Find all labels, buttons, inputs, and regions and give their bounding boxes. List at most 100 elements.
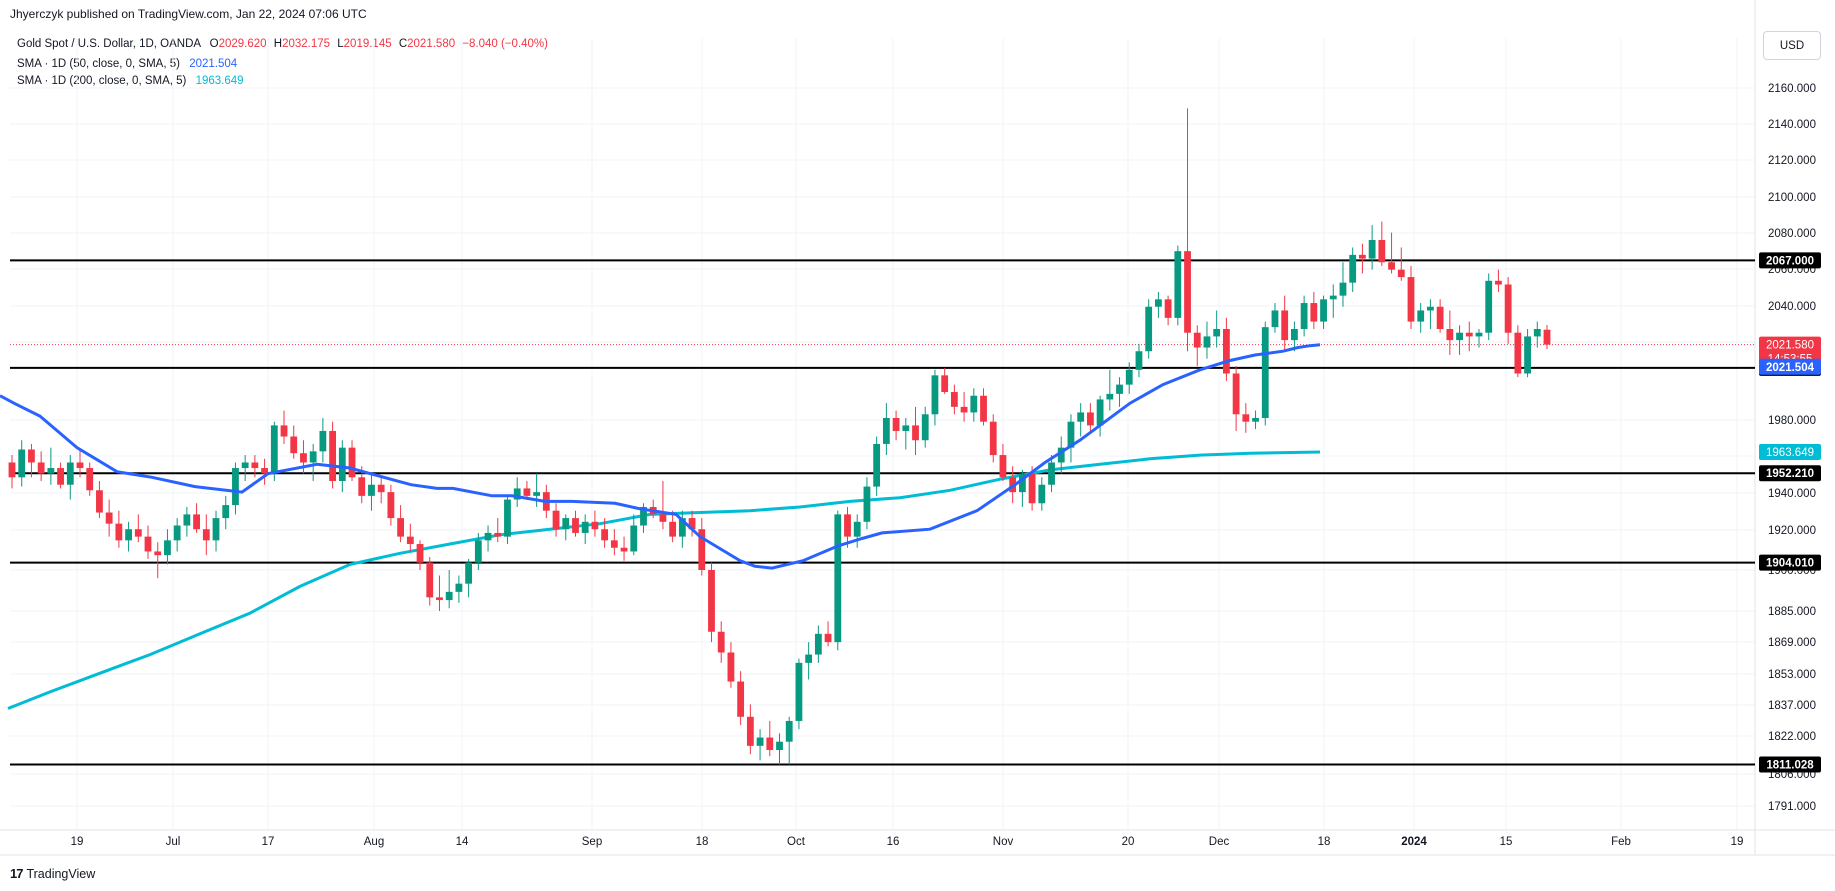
candle-body[interactable] bbox=[805, 654, 813, 663]
candle-body[interactable] bbox=[154, 551, 162, 556]
candle-body[interactable] bbox=[1291, 329, 1298, 341]
candle-body[interactable] bbox=[591, 521, 599, 530]
candle-body[interactable] bbox=[504, 499, 511, 537]
candle-body[interactable] bbox=[1271, 310, 1279, 328]
candle-body[interactable] bbox=[202, 529, 210, 541]
candle-body[interactable] bbox=[290, 436, 298, 454]
candle-body[interactable] bbox=[766, 737, 774, 750]
candle-body[interactable] bbox=[610, 540, 618, 548]
candle-body[interactable] bbox=[1174, 251, 1182, 318]
candle-body[interactable] bbox=[1261, 327, 1269, 418]
candle-body[interactable] bbox=[455, 583, 463, 592]
candle-body[interactable] bbox=[1417, 310, 1425, 322]
candle-body[interactable] bbox=[251, 462, 259, 469]
candle-body[interactable] bbox=[931, 375, 939, 415]
candle-body[interactable] bbox=[1252, 417, 1259, 422]
candle-body[interactable] bbox=[1533, 329, 1541, 337]
candle-body[interactable] bbox=[834, 514, 842, 643]
legend-sma200-row[interactable]: SMA · 1D (200, close, 0, SMA, 5) 1963.64… bbox=[17, 71, 548, 91]
candle-body[interactable] bbox=[193, 514, 200, 530]
candle-body[interactable] bbox=[280, 425, 288, 437]
candle-body[interactable] bbox=[1359, 254, 1366, 259]
candle-body[interactable] bbox=[523, 488, 531, 496]
candle-body[interactable] bbox=[572, 518, 579, 533]
candle-body[interactable] bbox=[620, 547, 628, 552]
candle-body[interactable] bbox=[494, 532, 502, 537]
candle-body[interactable] bbox=[989, 421, 997, 456]
candle-body[interactable] bbox=[1125, 369, 1133, 385]
candle-body[interactable] bbox=[698, 529, 706, 570]
candle-body[interactable] bbox=[1456, 332, 1463, 341]
candle-body[interactable] bbox=[261, 468, 268, 474]
candle-body[interactable] bbox=[1077, 412, 1085, 422]
candle-body[interactable] bbox=[1407, 277, 1415, 322]
candle-body[interactable] bbox=[1116, 384, 1123, 394]
candle-body[interactable] bbox=[1329, 295, 1337, 300]
candle-body[interactable] bbox=[319, 430, 327, 452]
candle-body[interactable] bbox=[1048, 462, 1055, 485]
candle-body[interactable] bbox=[1028, 473, 1036, 504]
candle-body[interactable] bbox=[795, 662, 803, 721]
candle-body[interactable] bbox=[688, 518, 696, 530]
candle-body[interactable] bbox=[756, 737, 764, 746]
candle-body[interactable] bbox=[368, 484, 375, 496]
candle-body[interactable] bbox=[717, 631, 725, 653]
candle-body[interactable] bbox=[1427, 306, 1434, 311]
candle-body[interactable] bbox=[416, 544, 424, 563]
candle-body[interactable] bbox=[882, 417, 890, 444]
candle-body[interactable] bbox=[377, 484, 385, 493]
candle-body[interactable] bbox=[853, 521, 861, 537]
candle-body[interactable] bbox=[824, 633, 832, 643]
candle-body[interactable] bbox=[1203, 336, 1211, 348]
candle-body[interactable] bbox=[134, 529, 142, 537]
candle-body[interactable] bbox=[18, 449, 26, 478]
candle-body[interactable] bbox=[436, 597, 443, 601]
candle-body[interactable] bbox=[270, 425, 278, 474]
candle-body[interactable] bbox=[1096, 399, 1104, 426]
candle-body[interactable] bbox=[863, 486, 871, 522]
candle-body[interactable] bbox=[1018, 473, 1026, 493]
candle-body[interactable] bbox=[338, 447, 346, 482]
candle-body[interactable] bbox=[1281, 310, 1289, 341]
candle-body[interactable] bbox=[1135, 351, 1143, 370]
candle-body[interactable] bbox=[96, 490, 103, 513]
candle-body[interactable] bbox=[844, 514, 851, 537]
candle-body[interactable] bbox=[1320, 299, 1327, 322]
candle-body[interactable] bbox=[1193, 332, 1201, 348]
candle-body[interactable] bbox=[1232, 373, 1240, 415]
candle-body[interactable] bbox=[1154, 299, 1162, 307]
candle-body[interactable] bbox=[659, 514, 667, 522]
candle-body[interactable] bbox=[173, 525, 181, 541]
legend-price-row[interactable]: Gold Spot / U.S. Dollar, 1D, OANDA O2029… bbox=[17, 34, 548, 54]
candle-body[interactable] bbox=[1495, 280, 1502, 285]
candle-body[interactable] bbox=[144, 536, 152, 552]
candle-body[interactable] bbox=[921, 414, 929, 441]
candle-body[interactable] bbox=[484, 532, 492, 541]
candle-body[interactable] bbox=[1106, 393, 1114, 400]
candle-body[interactable] bbox=[406, 536, 414, 545]
candle-body[interactable] bbox=[86, 468, 94, 491]
candle-body[interactable] bbox=[1242, 414, 1250, 422]
candle-body[interactable] bbox=[873, 443, 881, 487]
candle-body[interactable] bbox=[601, 529, 609, 541]
candle-body[interactable] bbox=[513, 488, 521, 500]
candle-body[interactable] bbox=[1475, 332, 1483, 337]
candle-body[interactable] bbox=[309, 451, 317, 463]
candle-body[interactable] bbox=[1514, 332, 1522, 374]
candle-body[interactable] bbox=[358, 477, 366, 496]
candle-body[interactable] bbox=[115, 523, 123, 541]
candle-body[interactable] bbox=[125, 529, 132, 541]
candle-body[interactable] bbox=[397, 518, 405, 537]
candle-body[interactable] bbox=[212, 518, 220, 541]
candle-body[interactable] bbox=[776, 741, 783, 750]
candle-body[interactable] bbox=[581, 521, 589, 533]
candle-body[interactable] bbox=[1543, 329, 1551, 345]
candle-body[interactable] bbox=[912, 425, 919, 441]
candle-body[interactable] bbox=[1310, 303, 1318, 322]
candle-body[interactable] bbox=[640, 506, 647, 526]
candle-body[interactable] bbox=[1485, 280, 1493, 333]
candle-body[interactable] bbox=[329, 430, 337, 482]
legend-sma50-row[interactable]: SMA · 1D (50, close, 0, SMA, 5) 2021.504 bbox=[17, 54, 548, 74]
candle-body[interactable] bbox=[533, 492, 541, 496]
